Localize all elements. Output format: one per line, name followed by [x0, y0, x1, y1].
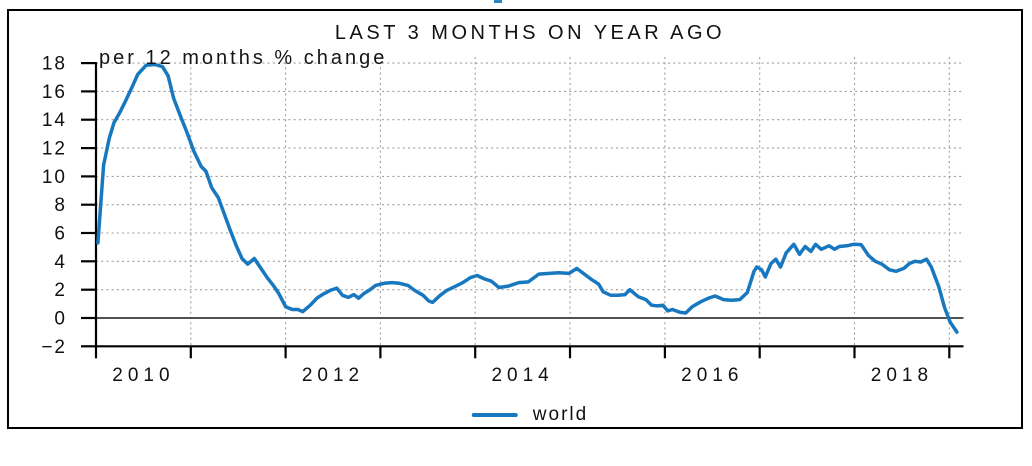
x-tick-label: 2014 — [491, 365, 553, 386]
x-tick-label: 2016 — [681, 365, 743, 386]
y-tick-label: −2 — [41, 337, 67, 358]
legend-series-label: world — [532, 404, 589, 425]
chart-title: LAST 3 MONTHS ON YEAR AGO — [334, 22, 726, 44]
y-tick-label: 16 — [42, 82, 67, 103]
y-tick-label: 8 — [54, 195, 67, 216]
y-tick-label: 0 — [54, 309, 67, 330]
y-tick-label: 2 — [54, 280, 67, 301]
y-tick-label: 14 — [42, 110, 67, 131]
x-tick-label: 2018 — [871, 365, 933, 386]
x-tick-label: 2010 — [112, 365, 174, 386]
stray-blue-mark — [494, 0, 502, 3]
y-tick-label: 6 — [54, 224, 67, 245]
y-tick-label: 18 — [42, 54, 67, 75]
world-series-line — [96, 62, 959, 334]
y-tick-label: 12 — [42, 139, 67, 160]
axis-unit-annotation: per 12 months % change — [99, 47, 388, 69]
y-tick-label: 4 — [54, 252, 67, 273]
y-tick-label: 10 — [42, 167, 67, 188]
legend: world — [471, 403, 589, 427]
chart-frame — [7, 9, 1023, 429]
legend-line-swatch — [471, 413, 518, 417]
x-tick-label: 2012 — [302, 365, 364, 386]
